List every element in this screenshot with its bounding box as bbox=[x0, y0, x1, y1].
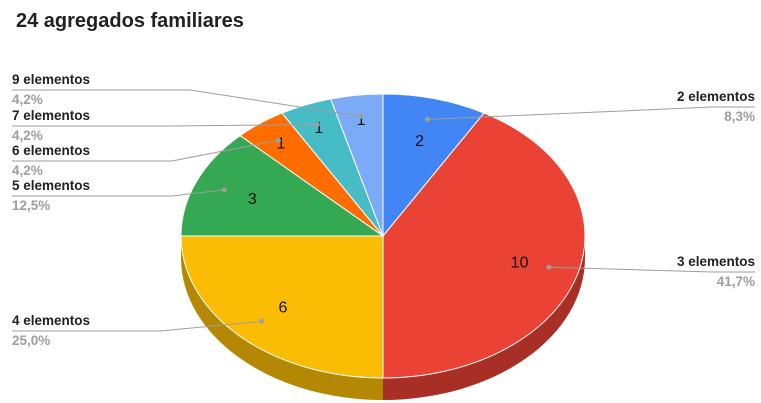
leader-dot bbox=[314, 121, 320, 127]
leader-dot bbox=[221, 187, 227, 193]
legend-label: 7 elementos bbox=[12, 108, 90, 123]
leader-line bbox=[12, 123, 318, 127]
pie-slices bbox=[180, 93, 586, 379]
leader-dot bbox=[259, 318, 265, 324]
legend-labels: 2 elementos 8,3% 3 elementos 41,7% 4 element… bbox=[12, 72, 755, 348]
legend-percent: 8,3% bbox=[724, 109, 755, 124]
slice-value-label: 1 bbox=[314, 120, 323, 137]
legend-label: 3 elementos bbox=[677, 254, 755, 269]
legend-percent: 4,2% bbox=[12, 128, 43, 143]
legend-percent: 4,2% bbox=[12, 92, 43, 107]
legend-label: 6 elementos bbox=[12, 143, 90, 158]
legend-percent: 12,5% bbox=[12, 198, 50, 213]
leader-line bbox=[12, 189, 225, 197]
legend-label: 2 elementos bbox=[677, 89, 755, 104]
leader-dot bbox=[358, 113, 364, 119]
chart-title: 24 agregados familiares bbox=[16, 10, 244, 32]
slice-value-label: 3 bbox=[248, 191, 257, 208]
pie-slice-4-elementos[interactable] bbox=[180, 235, 384, 379]
pie-slice-5-elementos[interactable] bbox=[180, 134, 385, 237]
legend-label: 5 elementos bbox=[12, 178, 90, 193]
leader-line bbox=[548, 266, 755, 273]
legend-percent: 4,2% bbox=[12, 163, 43, 178]
leader-lines bbox=[12, 89, 755, 332]
pie-slice-2-elementos[interactable] bbox=[382, 93, 485, 238]
leader-dot bbox=[424, 116, 430, 122]
slice-value-label: 1 bbox=[276, 135, 285, 152]
leader-line bbox=[12, 320, 262, 332]
legend-percent: 41,7% bbox=[717, 274, 755, 289]
leader-dot bbox=[546, 264, 552, 270]
slice-value-label: 1 bbox=[357, 112, 366, 129]
pie-side-3 bbox=[181, 236, 383, 400]
pie-3d-sides bbox=[181, 236, 585, 400]
leader-line bbox=[12, 139, 279, 162]
slice-value-labels: 2 10 6 3 1 1 1 bbox=[248, 112, 529, 316]
pie-side-2 bbox=[383, 236, 585, 400]
leader-line bbox=[427, 106, 755, 120]
legend-label: 9 elementos bbox=[12, 72, 90, 87]
leader-line bbox=[12, 89, 361, 117]
legend-label: 4 elementos bbox=[12, 313, 90, 328]
slice-value-label: 6 bbox=[279, 299, 288, 316]
pie-slice-9-elementos[interactable] bbox=[330, 93, 384, 237]
pie-slice-3-elementos[interactable] bbox=[382, 112, 586, 379]
legend-percent: 25,0% bbox=[12, 333, 50, 348]
slice-value-label: 10 bbox=[511, 255, 529, 272]
slice-value-label: 2 bbox=[415, 133, 424, 150]
leader-dot bbox=[275, 137, 281, 143]
